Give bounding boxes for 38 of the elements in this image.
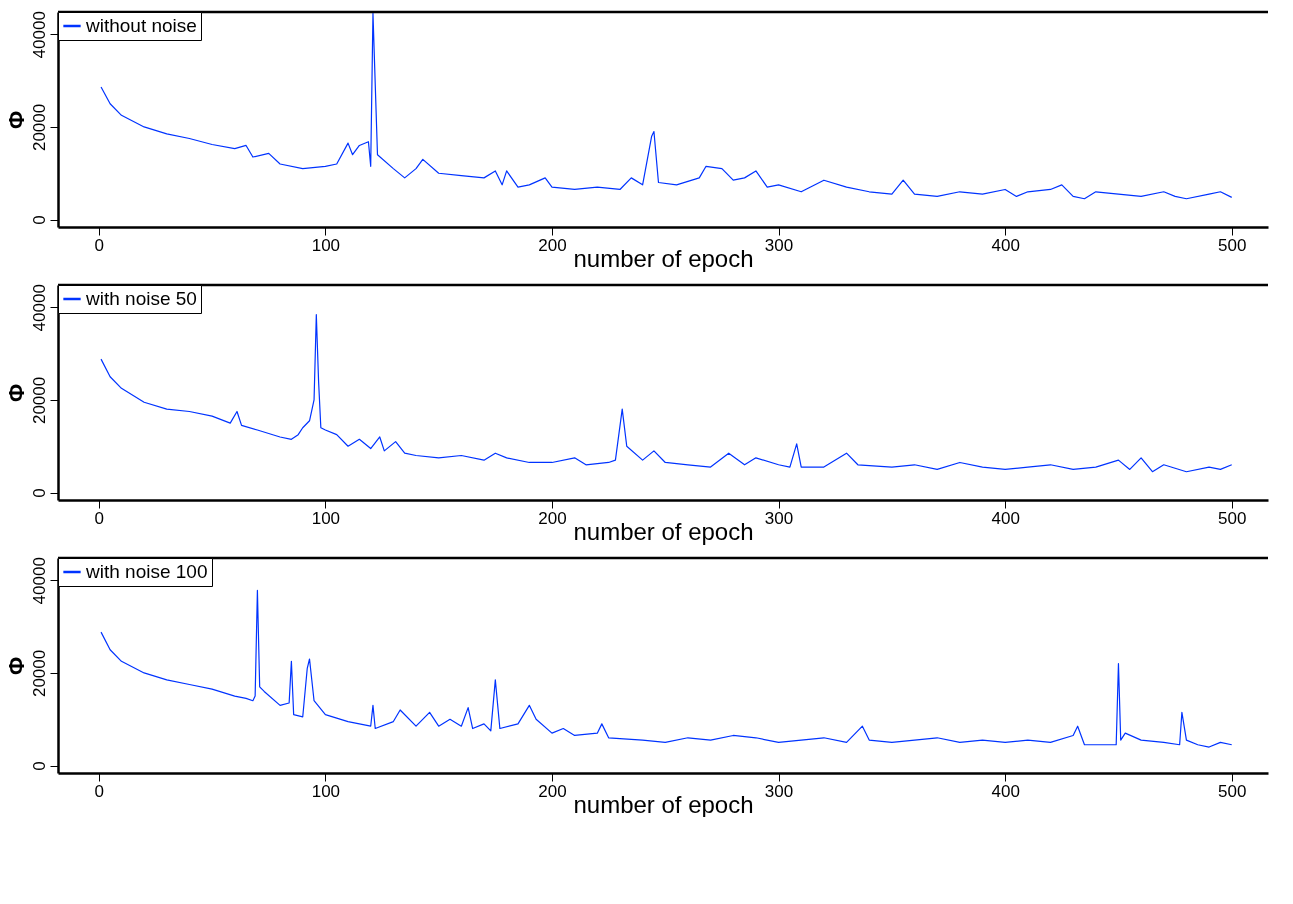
y-tick-label: 0 <box>29 488 49 498</box>
x-tick-label: 400 <box>991 781 1020 801</box>
legend-label: with noise 50 <box>85 288 197 309</box>
x-tick-label: 100 <box>311 781 341 801</box>
x-tick-label: 500 <box>1218 781 1247 801</box>
x-tick-label: 200 <box>538 508 567 528</box>
line-series <box>100 589 1233 748</box>
x-tick-label: 100 <box>311 235 341 255</box>
x-tick-label: 400 <box>991 235 1020 255</box>
x-tick-label: 500 <box>1218 235 1247 255</box>
y-axis-title: Φ <box>3 383 29 403</box>
x-tick-label: 300 <box>764 235 794 255</box>
y-tick-label: 20000 <box>29 103 49 152</box>
y-tick-label: 40000 <box>29 11 49 59</box>
y-tick-label: 40000 <box>29 557 49 605</box>
x-tick-label: 200 <box>538 235 567 255</box>
y-tick-label: 20000 <box>29 649 49 698</box>
x-tick-label: 100 <box>311 508 341 528</box>
y-tick-label: 0 <box>29 761 49 771</box>
x-axis-title: number of epoch <box>573 790 754 818</box>
y-tick-label: 40000 <box>29 284 49 332</box>
line-series <box>100 314 1233 473</box>
y-tick-label: 20000 <box>29 376 49 425</box>
legend-label: without noise <box>85 15 197 36</box>
y-tick-label: 0 <box>29 215 49 225</box>
x-tick-label: 400 <box>991 508 1020 528</box>
x-tick-label: 0 <box>94 508 105 528</box>
x-tick-label: 300 <box>764 781 794 801</box>
y-axis-title: Φ <box>3 110 29 130</box>
x-tick-label: 300 <box>764 508 794 528</box>
x-axis-title: number of epoch <box>573 517 754 545</box>
x-tick-label: 0 <box>94 235 105 255</box>
legend-label: with noise 100 <box>85 561 208 582</box>
x-tick-label: 200 <box>538 781 567 801</box>
x-axis-title: number of epoch <box>573 244 754 272</box>
y-axis-title: Φ <box>3 656 29 676</box>
x-tick-label: 0 <box>94 781 105 801</box>
x-tick-label: 500 <box>1218 508 1247 528</box>
